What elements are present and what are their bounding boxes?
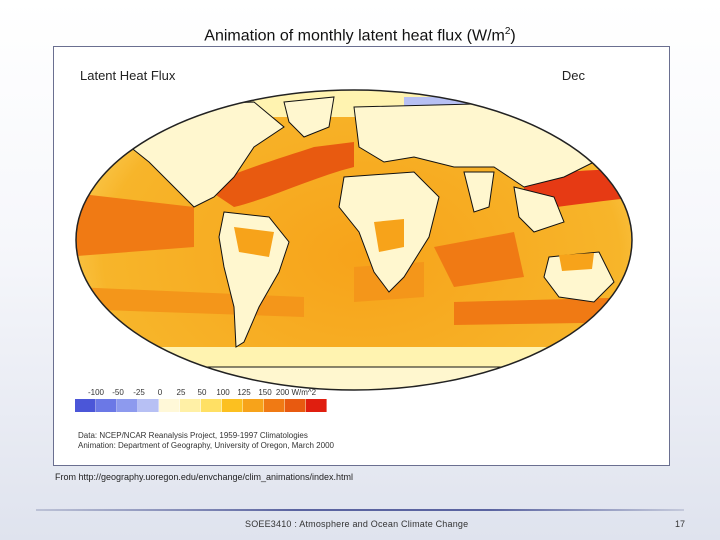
indian-ocean-high bbox=[434, 232, 524, 287]
slide-title-superscript: 2 bbox=[504, 26, 511, 37]
arctic-low-flux-1 bbox=[94, 95, 204, 105]
footer-page-number: 17 bbox=[675, 519, 686, 529]
footer-course-title: SOEE3410 : Atmosphere and Ocean Climate … bbox=[245, 519, 469, 529]
legend-tick: 25 bbox=[176, 388, 186, 397]
map-figure: Latent Heat Flux Dec -100 -50 -25 0 25 5… bbox=[53, 46, 670, 466]
legend-swatch bbox=[75, 399, 96, 412]
slide-title-text: Animation of monthly latent heat flux (W… bbox=[204, 27, 505, 45]
africa-congo-high bbox=[374, 219, 404, 252]
map-credits: Data: NCEP/NCAR Reanalysis Project, 1959… bbox=[78, 431, 334, 451]
legend-swatch bbox=[117, 399, 138, 412]
map-month-label: Dec bbox=[561, 68, 585, 83]
map-title: Latent Heat Flux bbox=[80, 68, 176, 83]
legend-swatch bbox=[285, 399, 306, 412]
legend-swatch bbox=[264, 399, 285, 412]
legend-tick: 125 bbox=[237, 388, 251, 397]
slide-title: Animation of monthly latent heat flux (W… bbox=[0, 26, 720, 45]
legend-tick: 0 bbox=[157, 388, 163, 397]
legend-tick: 100 bbox=[216, 388, 230, 397]
legend-tick: 200 W/m^2 bbox=[275, 388, 317, 397]
latent-heat-flux-map bbox=[75, 89, 633, 391]
legend-swatch bbox=[159, 399, 180, 412]
slide-title-suffix: ) bbox=[510, 27, 516, 45]
tropics-east-pacific bbox=[76, 192, 194, 257]
legend-swatch bbox=[180, 399, 201, 412]
legend-ticks: -100 -50 -25 0 25 50 100 125 150 200 W/m… bbox=[78, 388, 338, 400]
legend-swatch bbox=[96, 399, 117, 412]
southeast-asia bbox=[513, 186, 565, 233]
legend-swatch bbox=[243, 399, 264, 412]
legend-tick: -50 bbox=[112, 388, 124, 397]
legend-tick: -100 bbox=[87, 388, 105, 397]
greenland bbox=[283, 96, 335, 138]
legend-tick: -25 bbox=[133, 388, 145, 397]
globe-outline bbox=[75, 89, 633, 391]
legend-swatch bbox=[201, 399, 222, 412]
legend-swatch bbox=[138, 399, 159, 412]
source-url-note: From http://geography.uoregon.edu/envcha… bbox=[55, 472, 354, 482]
south-america-amazon-high bbox=[234, 227, 274, 257]
legend-tick: 50 bbox=[197, 388, 207, 397]
legend-swatch bbox=[306, 399, 327, 412]
gulf-stream-high bbox=[204, 142, 354, 207]
legend-color-bar bbox=[75, 399, 327, 412]
credit-line-data: Data: NCEP/NCAR Reanalysis Project, 1959… bbox=[78, 431, 308, 440]
legend-tick: 150 bbox=[258, 388, 272, 397]
australia-north-high bbox=[559, 253, 594, 271]
south-america bbox=[218, 211, 290, 348]
footer-divider bbox=[36, 509, 684, 511]
legend-swatch bbox=[222, 399, 243, 412]
india bbox=[463, 171, 495, 213]
credit-line-animation: Animation: Department of Geography, Univ… bbox=[78, 441, 334, 450]
